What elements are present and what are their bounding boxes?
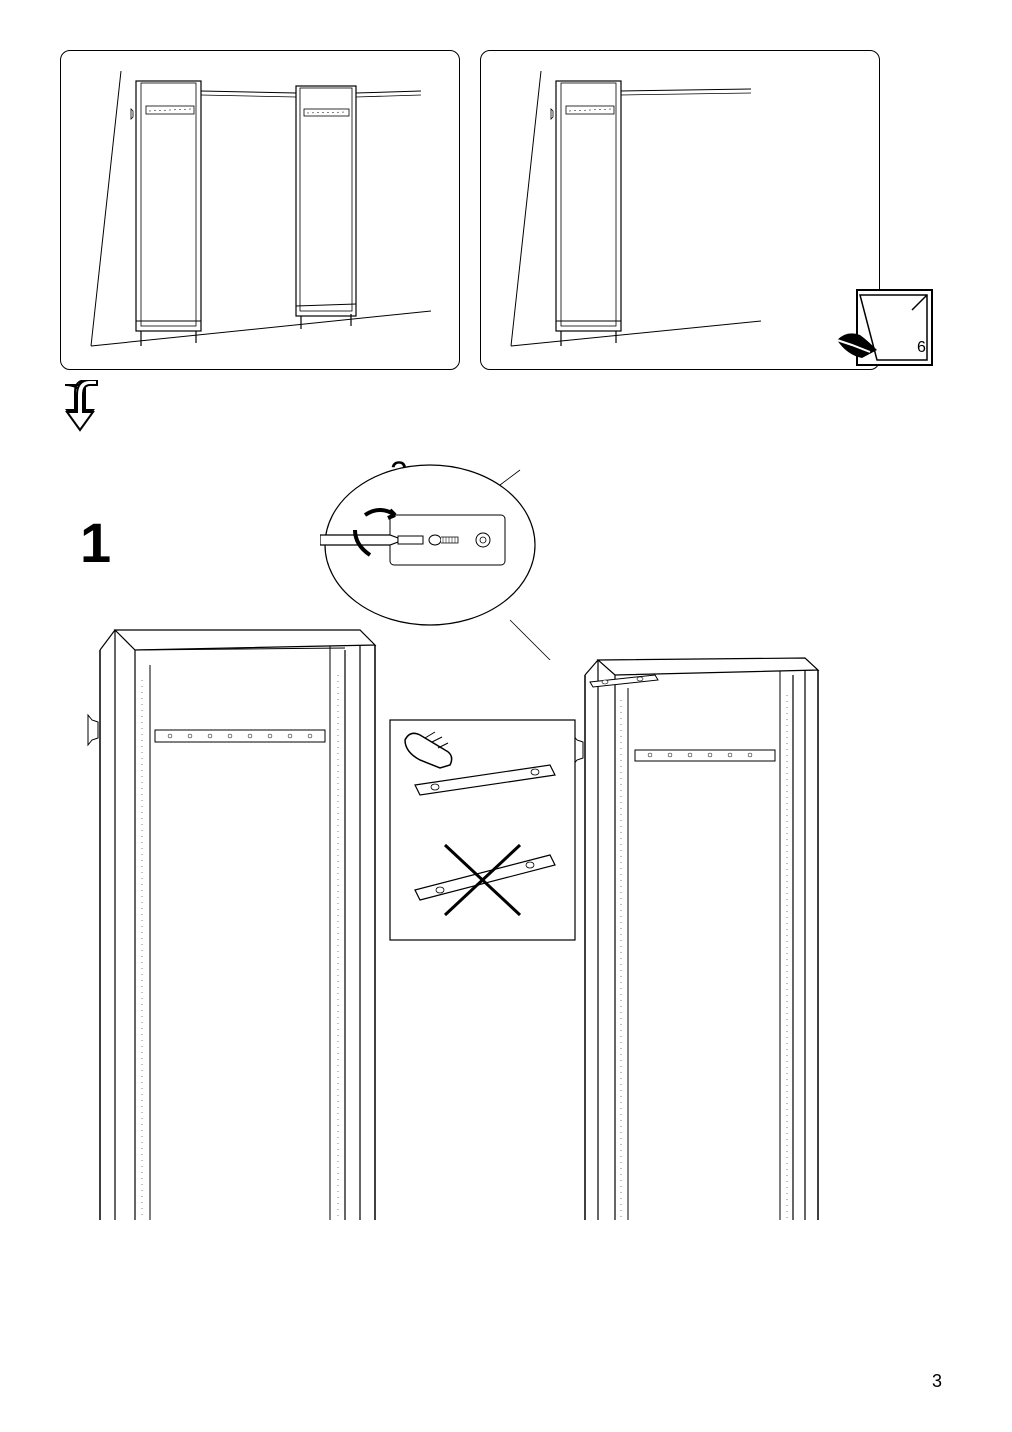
- step-number: 1: [80, 510, 111, 575]
- see-booklet-icon: 6: [822, 280, 942, 380]
- page-number: 3: [932, 1371, 942, 1392]
- two-wardrobe-diagram: [61, 51, 460, 370]
- left-cabinet: [88, 630, 375, 1220]
- option-panel-two-units: [60, 50, 460, 370]
- instruction-page: 6 1 2x: [0, 0, 1012, 1432]
- right-cabinet: [573, 658, 818, 1220]
- orientation-warning-box: [390, 720, 575, 940]
- booklet-page-number: 6: [917, 339, 926, 356]
- one-wardrobe-diagram: [481, 51, 880, 370]
- step-main-diagram: [80, 620, 890, 1220]
- option-panel-one-unit: [480, 50, 880, 370]
- continue-arrow-icon: [55, 380, 105, 440]
- top-panels-row: [60, 50, 952, 370]
